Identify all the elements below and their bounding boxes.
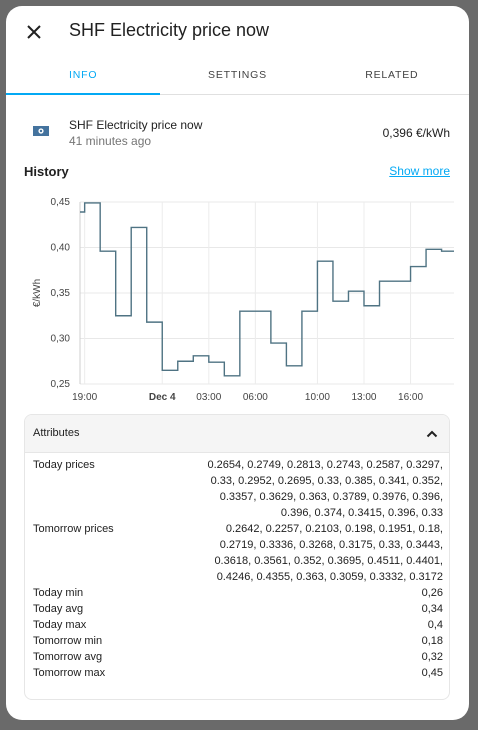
cash-icon [33,126,49,136]
chart-series-line [80,202,454,377]
more-info-dialog: SHF Electricity price now INFO SETTINGS … [6,6,469,720]
attribute-value: 0,18 [421,635,443,647]
chart-x-tick-label: 13:00 [351,392,376,403]
entity-row: SHF Electricity price now 41 minutes ago… [24,114,452,154]
tab-bar: INFO SETTINGS RELATED [6,58,469,95]
chart-x-tick-label: Dec 4 [149,392,176,403]
attribute-value: 0.2642, 0.2257, 0.2103, 0.198, 0.1951, 0… [214,523,443,583]
attribute-key: Tomorrow max [33,667,106,679]
tab-info[interactable]: INFO [6,58,161,95]
attribute-value: 0,45 [421,667,443,679]
attribute-value: 0.2654, 0.2749, 0.2813, 0.2743, 0.2587, … [207,459,444,519]
entity-last-changed[interactable]: 41 minutes ago [69,134,152,148]
attribute-value: 0,26 [421,587,443,599]
chart-x-tick-label: 19:00 [72,392,97,403]
attribute-row: Tomorrow prices 0.2642, 0.2257, 0.2103, … [33,521,443,585]
entity-state: 0,396 €/kWh [382,126,450,140]
dialog-title: SHF Electricity price now [69,20,270,40]
attributes-title: Attributes [33,427,80,439]
attribute-key: Today max [33,619,87,631]
history-title: History [24,164,69,179]
chart-y-tick-label: 0,40 [51,243,71,254]
chart-y-tick-label: 0,35 [51,288,71,299]
close-icon [27,25,41,39]
chevron-up-icon [426,430,438,438]
attribute-row: Tomorrow max 0,45 [33,665,443,681]
chart-y-tick-label: 0,30 [51,334,71,345]
close-button[interactable] [20,18,48,46]
attribute-value: 0,34 [421,603,443,615]
chart-x-tick-label: 10:00 [305,392,330,403]
attributes-panel: Attributes Today prices 0.2654, 0.2749, … [24,414,450,700]
attribute-key: Tomorrow avg [33,651,103,663]
attribute-key: Today prices [33,459,95,471]
attribute-row: Today prices 0.2654, 0.2749, 0.2813, 0.2… [33,457,443,521]
attributes-list: Today prices 0.2654, 0.2749, 0.2813, 0.2… [25,453,449,681]
show-more-link[interactable]: Show more [389,164,450,178]
attribute-key: Tomorrow prices [33,523,114,535]
chart-x-tick-label: 06:00 [243,392,268,403]
entity-name: SHF Electricity price now [69,118,203,132]
attribute-row: Today min 0,26 [33,585,443,601]
chart-x-tick-label: 03:00 [196,392,221,403]
attribute-key: Today min [33,587,84,599]
tab-settings[interactable]: SETTINGS [208,69,267,81]
chart-y-tick-label: 0,25 [51,379,71,390]
attribute-row: Tomorrow min 0,18 [33,633,443,649]
tab-related[interactable]: RELATED [365,69,419,81]
attribute-key: Tomorrow min [33,635,103,647]
chart-x-tick-label: 16:00 [398,392,423,403]
attribute-value: 0,4 [427,619,443,631]
chart-y-axis-label: €/kWh [32,279,43,307]
chart-y-tick-label: 0,45 [51,197,71,208]
attribute-row: Today max 0,4 [33,617,443,633]
attribute-row: Today avg 0,34 [33,601,443,617]
attributes-header[interactable]: Attributes [25,415,449,453]
attribute-value: 0,32 [421,651,443,663]
attribute-row: Tomorrow avg 0,32 [33,649,443,665]
attribute-key: Today avg [33,603,84,615]
dialog-header: SHF Electricity price now [6,6,469,58]
